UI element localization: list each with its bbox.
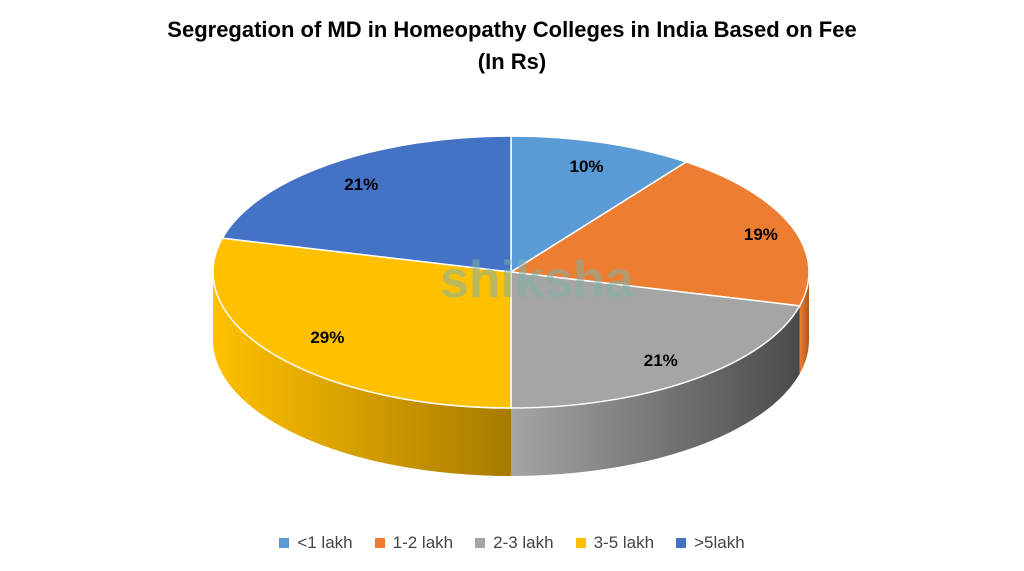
legend-swatch [475, 538, 486, 548]
data-label-3: 29% [310, 328, 344, 347]
legend-item: 2-3 lakh [475, 533, 554, 553]
legend-label: >5lakh [694, 533, 745, 552]
legend-item: <1 lakh [279, 533, 353, 553]
pie-side-2 [511, 305, 800, 476]
chart-title: Segregation of MD in Homeopathy Colleges… [0, 14, 1024, 78]
legend-swatch [676, 538, 687, 548]
title-line: Segregation of MD in Homeopathy Colleges… [167, 17, 857, 42]
pie-side-3 [213, 272, 511, 476]
pie-slice-0 [510, 135, 688, 274]
legend-label: 1-2 lakh [392, 533, 454, 552]
pie-slice-3 [212, 237, 512, 409]
pie-slice-4 [221, 135, 512, 273]
subtitle-line: (In Rs) [477, 49, 547, 74]
legend-swatch [279, 538, 290, 548]
legend-swatch [575, 538, 586, 548]
legend-swatch [374, 538, 385, 548]
legend-label: 3-5 lakh [593, 533, 655, 552]
data-label-4: 21% [344, 175, 378, 194]
pie-side-1 [799, 272, 809, 374]
legend-item: 1-2 lakh [374, 533, 454, 553]
legend-item: 3-5 lakh [575, 533, 655, 553]
legend-item: >5lakh [676, 533, 745, 553]
legend-label: 2-3 lakh [493, 533, 554, 552]
legend-label: <1 lakh [297, 533, 353, 552]
pie-slice-2 [510, 271, 801, 409]
data-label-0: 10% [569, 157, 603, 176]
data-label-1: 19% [744, 225, 778, 244]
data-label-2: 21% [644, 351, 678, 370]
pie-slice-1 [508, 161, 810, 307]
watermark-logo: shiksha [440, 251, 635, 309]
legend: <1 lakh 1-2 lakh 2-3 lakh 3-5 lakh >5lakh [0, 533, 1024, 553]
